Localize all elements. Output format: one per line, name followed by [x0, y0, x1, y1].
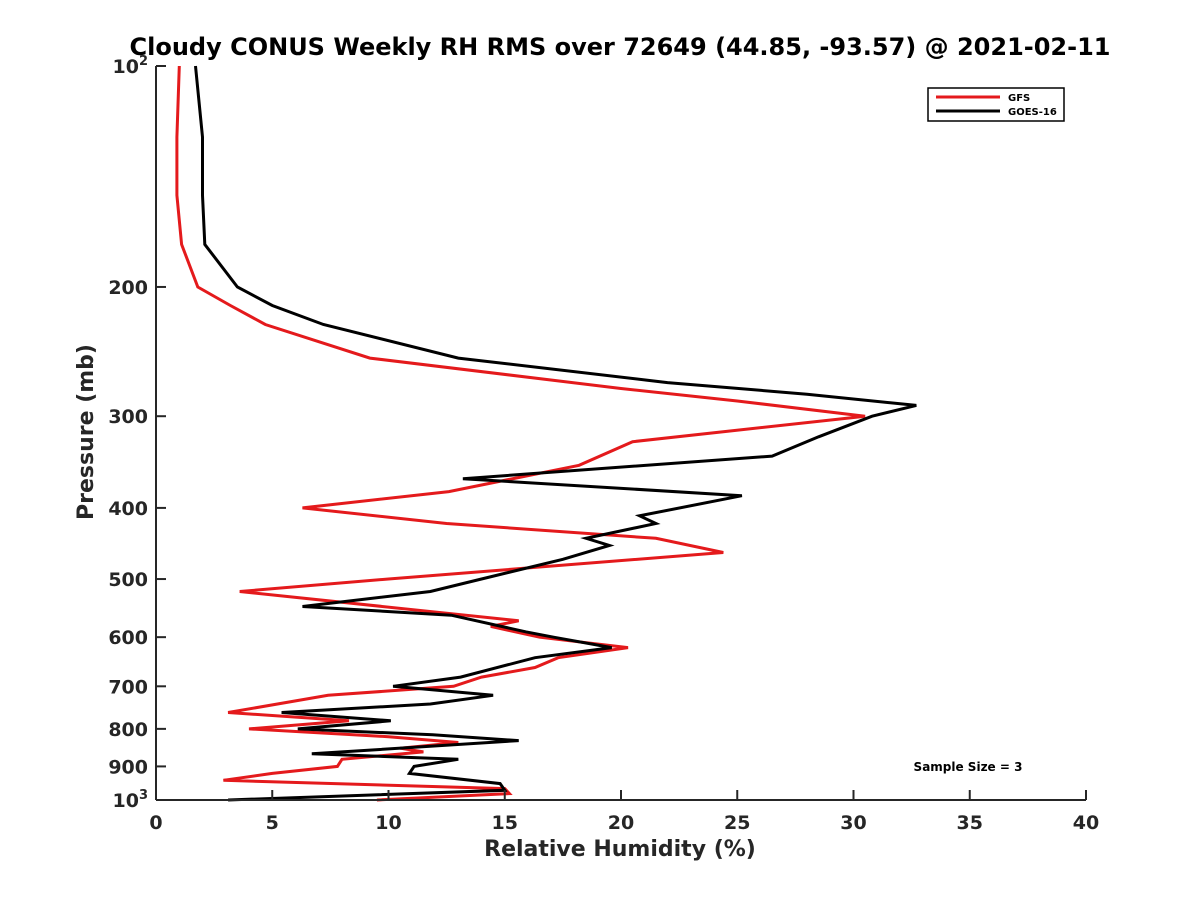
x-tick-label: 35 — [957, 812, 983, 834]
y-tick-label: 900 — [108, 756, 148, 778]
sample-size-annotation: Sample Size = 3 — [914, 760, 1023, 774]
chart-title: Cloudy CONUS Weekly RH RMS over 72649 (4… — [130, 33, 1111, 61]
legend-label-gfs: GFS — [1008, 93, 1030, 104]
x-tick-label: 30 — [840, 812, 866, 834]
series-line-gfs — [175, 65, 866, 802]
y-axis-label: Pressure (mb) — [74, 344, 99, 520]
x-tick-label: 25 — [724, 812, 750, 834]
x-tick-label: 40 — [1073, 812, 1099, 834]
legend-label-goes-16: GOES-16 — [1008, 107, 1057, 118]
y-tick-label: 700 — [108, 676, 148, 698]
x-axis-label: Relative Humidity (%) — [484, 837, 756, 862]
y-tick-label: 600 — [108, 627, 148, 649]
y-tick-label: 102 — [113, 54, 149, 78]
y-tick-label: 500 — [108, 569, 148, 591]
legend-box — [927, 87, 1065, 122]
x-tick-label: 15 — [492, 812, 518, 834]
y-tick-label: 200 — [108, 277, 148, 299]
y-tick-label: 300 — [108, 406, 148, 428]
plot-area — [175, 65, 917, 802]
x-tick-label: 0 — [149, 812, 162, 834]
y-tick-label: 400 — [108, 498, 148, 520]
x-tick-label: 20 — [608, 812, 634, 834]
y-tick-label: 800 — [108, 719, 148, 741]
legend: GFS GOES-16 — [927, 87, 1065, 122]
y-tick-label: 103 — [113, 788, 149, 812]
x-tick-label: 5 — [266, 812, 279, 834]
series-line-goes-16 — [194, 65, 917, 802]
axes: 0 5 10 15 20 25 30 35 40 102 200 300 400 500 600 700 800… — [108, 54, 1099, 834]
x-tick-label: 10 — [375, 812, 401, 834]
